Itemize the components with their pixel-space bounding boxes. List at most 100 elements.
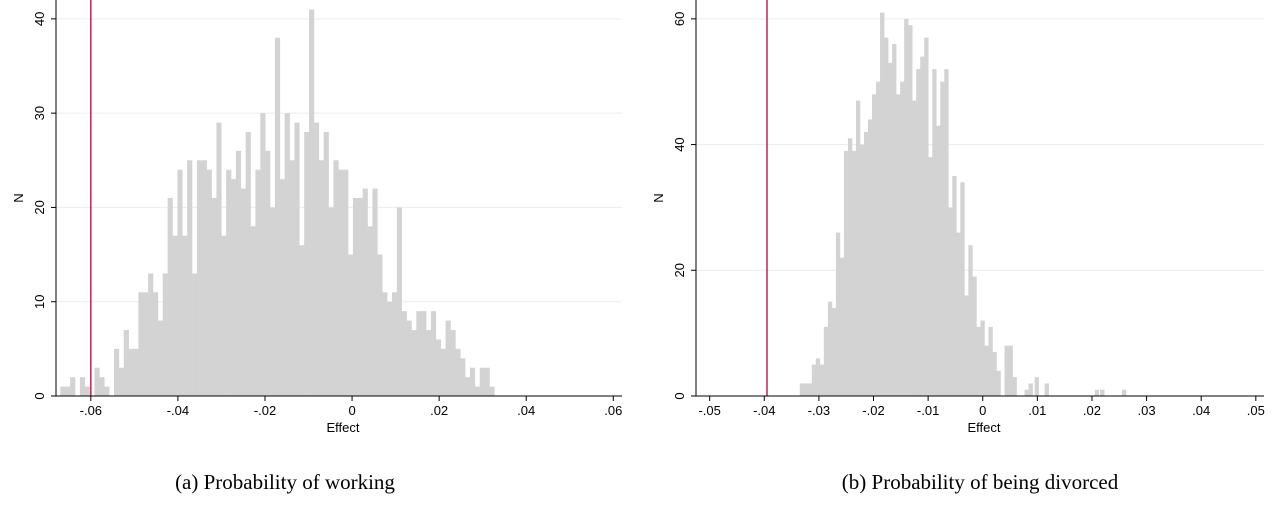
histogram-bar [479,367,485,396]
histogram-bar [912,100,917,397]
histogram-bar [823,326,829,396]
histogram-bar [284,113,290,397]
histogram-bar [387,301,393,396]
histogram-bar [318,160,324,396]
histogram-bar [904,18,909,396]
histogram-bar [333,160,339,396]
histogram-bar [455,348,461,396]
histogram-bar [884,37,889,396]
histogram-bar [932,69,937,397]
histogram-bar [235,150,242,396]
histogram-bar [469,367,476,396]
histogram-bar [226,169,232,396]
histogram-bar [216,122,222,397]
histogram-bar [177,169,183,396]
histogram-bar [843,150,849,396]
histogram-bar [357,198,363,396]
y-axis-title: N [11,193,26,202]
histogram-bar [1028,383,1033,396]
histogram-bar [382,292,388,396]
histogram-bar [1122,389,1127,396]
histogram-bar [880,12,885,396]
histogram-bar [450,330,456,396]
y-axis-title: N [651,193,666,202]
histogram-bar [948,207,953,396]
x-axis-title: Effect [967,420,1000,435]
histogram-bar [309,9,315,397]
histogram-bar [872,94,877,397]
histogram-bar [294,122,300,397]
histogram-bar [815,358,821,396]
histogram-bar [465,377,471,396]
x-tick-label: -.02 [254,403,276,418]
histogram-bar [819,364,825,396]
x-tick-label: -.06 [80,403,102,418]
histogram-bar [323,132,329,396]
histogram-bar [255,169,261,396]
histogram-bar [162,273,168,396]
histogram-bar [900,81,905,396]
histogram-bar [892,44,897,396]
histogram-bar [313,122,320,397]
histogram-bar [984,345,989,396]
histogram-bar [976,326,981,396]
x-tick-label: .06 [604,403,622,418]
histogram-bar [289,160,295,396]
histogram-bar [352,198,359,396]
histogram-bar [430,311,437,396]
x-axis-title: Effect [326,420,359,435]
histogram-bar [855,100,861,397]
histogram-bar [372,188,378,396]
caption-a: (a) Probability of working [175,470,395,494]
histogram-bar [847,138,853,397]
histogram-bar [196,160,203,396]
histogram-bar [84,386,90,396]
histogram-bar [460,358,466,396]
histogram-bar [260,113,266,397]
histogram-bar [411,330,417,396]
histogram-bar [908,25,913,397]
histogram-bar [807,383,813,396]
histogram-bar [827,301,833,396]
histogram-bar [401,311,407,396]
y-tick-label: 20 [672,263,687,277]
histogram-bar [936,125,941,396]
histogram-bar [328,207,334,396]
histogram-bar [916,69,921,397]
histogram-bar [192,273,198,396]
histogram-bar [968,245,973,396]
x-tick-label: .02 [430,403,448,418]
histogram-bar [1100,389,1105,396]
histogram-bar [60,386,66,396]
histogram-bar [348,254,354,396]
histogram-bar [940,81,945,396]
histogram-bar [367,226,373,396]
histogram-bar [964,295,969,396]
histogram-bar [157,320,164,396]
x-tick-label: -.05 [698,403,720,418]
histogram-bar [70,377,76,396]
histogram-bar [426,330,432,396]
histogram-bar [153,292,159,396]
histogram-bar [113,348,120,396]
y-tick-label: 20 [32,200,47,214]
histogram-bar [851,150,857,396]
histogram-bar [835,232,841,396]
histogram-bar [952,176,957,396]
histogram-bar [270,207,276,396]
histogram-bar [201,160,207,396]
x-tick-label: .04 [1192,403,1210,418]
histogram-bar [944,69,949,397]
histogram-bar [484,367,490,396]
histogram-bar [172,235,178,396]
histogram-bar [924,37,929,396]
y-tick-label: 10 [32,294,47,308]
histogram-a: -.06 -.04 -.02 0 .02 .04 .06 0 10 20 30 40 Effect N [11,0,622,435]
y-tick-label: 40 [32,12,47,26]
histogram-bar [231,179,237,396]
histogram-bar [960,182,965,396]
histogram-bar [138,292,144,396]
histogram-bar [391,292,398,396]
x-tick-label: -.02 [862,403,884,418]
histogram-bar [1094,389,1100,396]
